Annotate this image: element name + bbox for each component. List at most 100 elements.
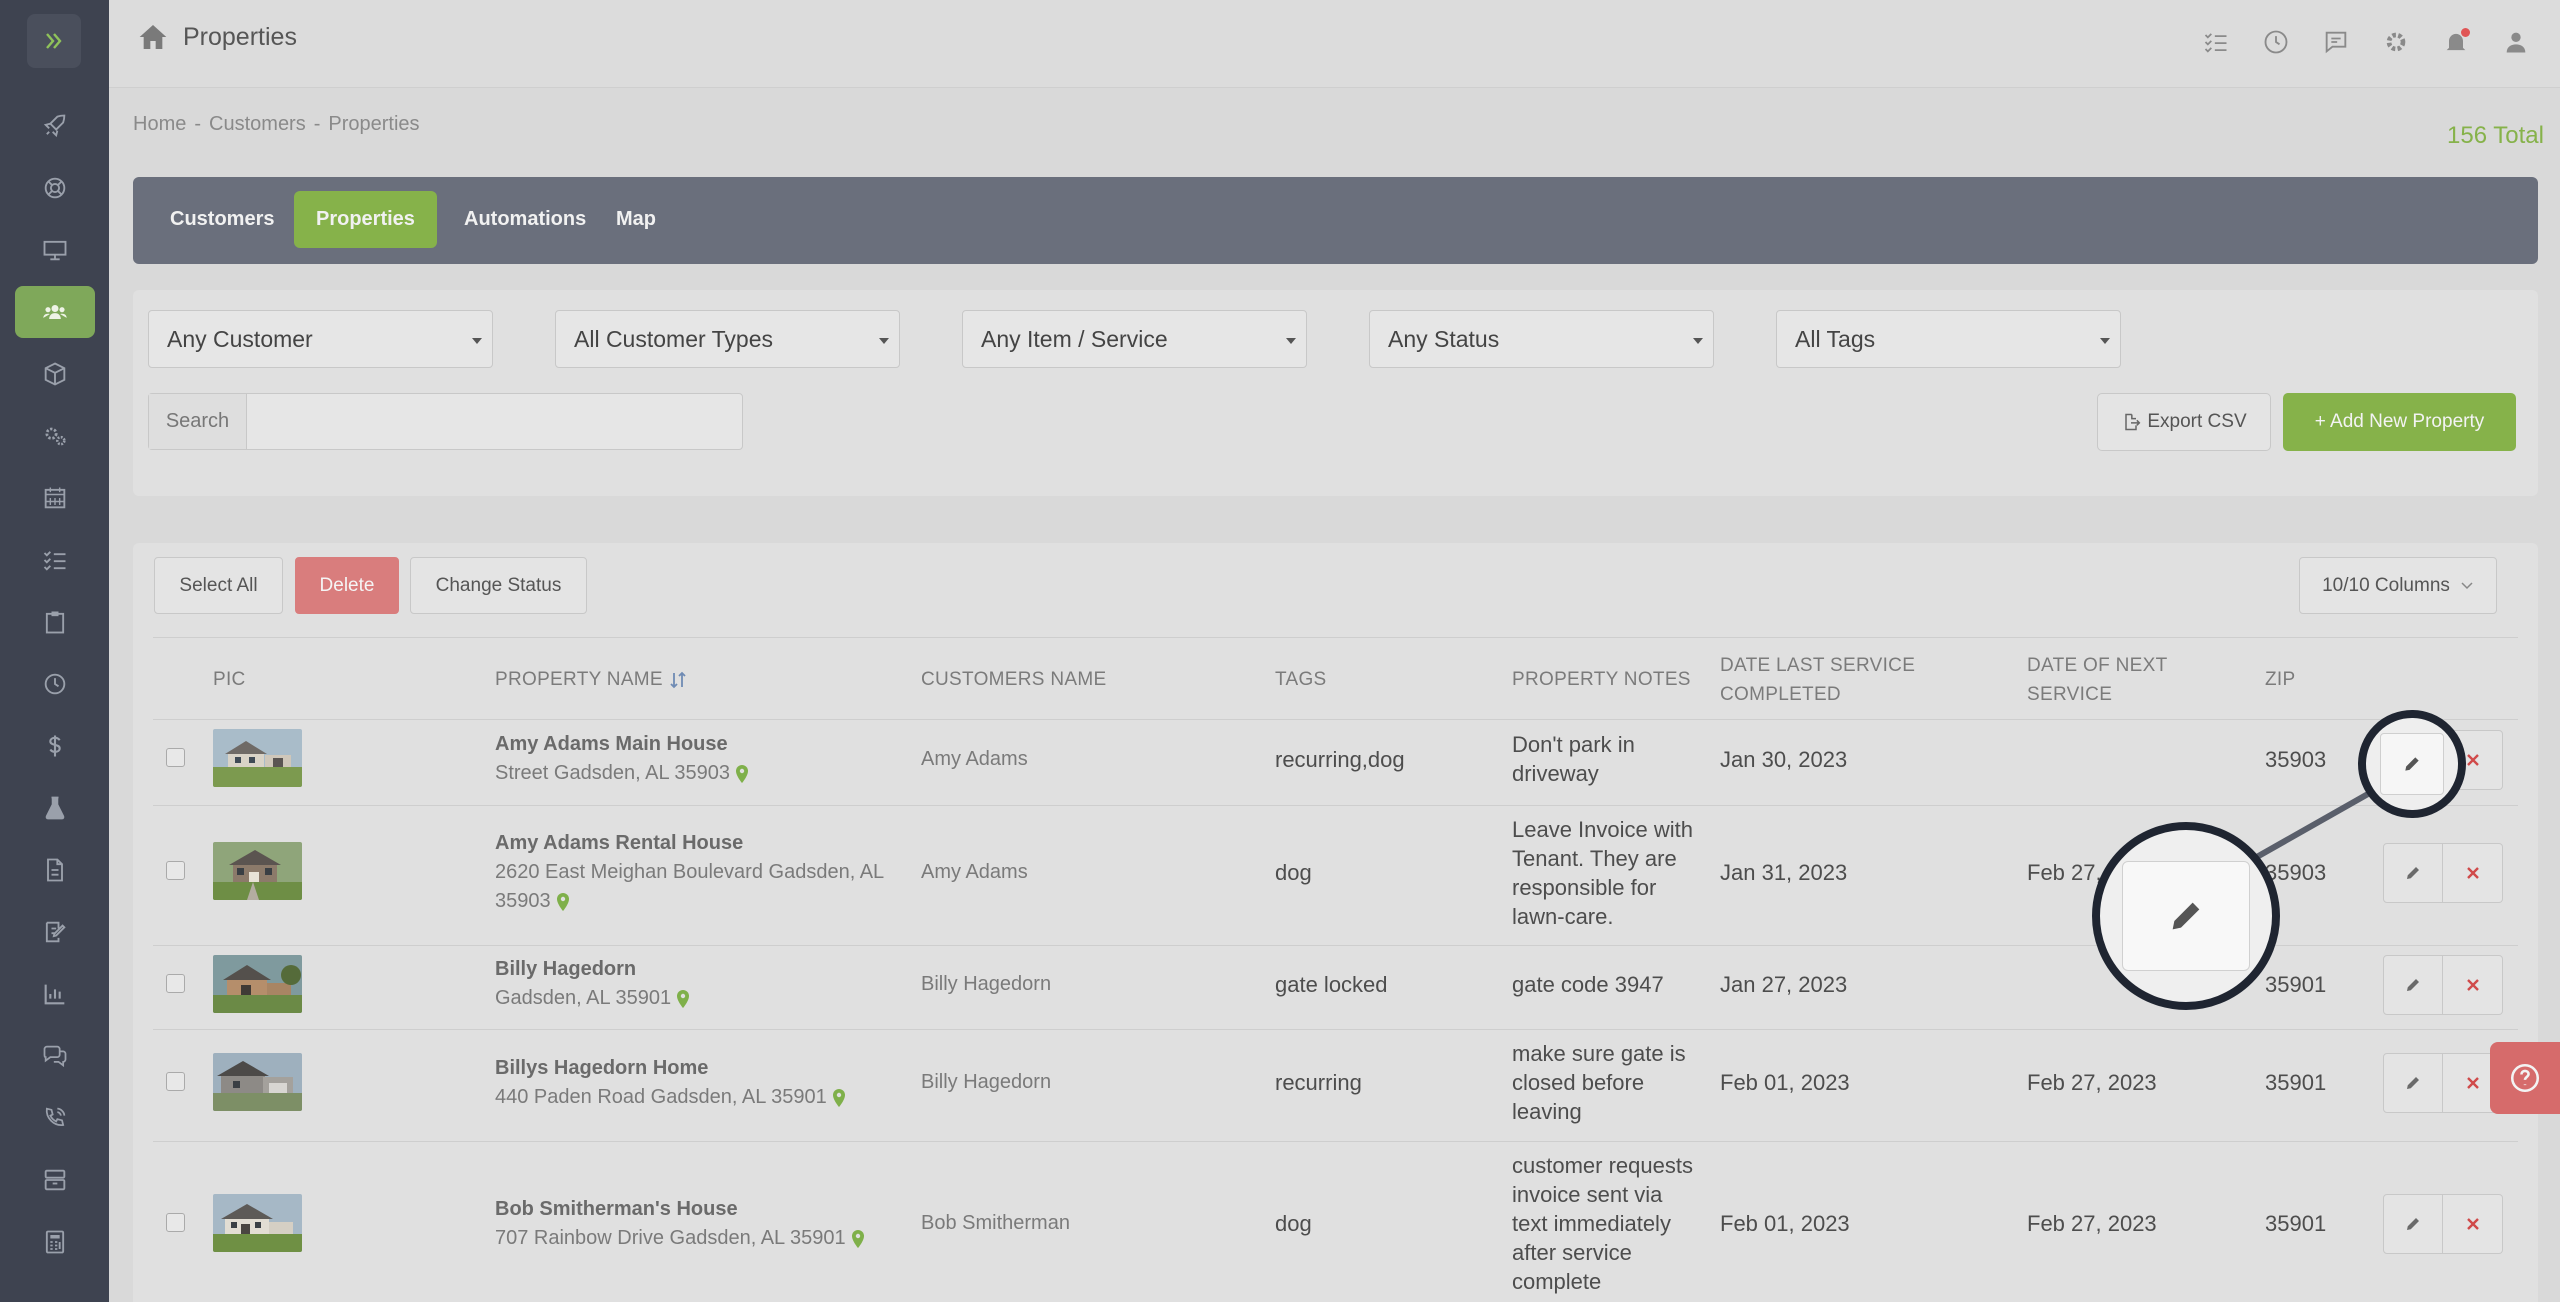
sidebar-item-timesheet[interactable] (15, 658, 95, 710)
map-pin-icon[interactable] (675, 989, 691, 1009)
zoomed-edit-button[interactable] (2380, 733, 2444, 795)
caret-down-icon (1286, 338, 1296, 344)
property-thumbnail[interactable] (213, 1053, 302, 1111)
sidebar-item-settings[interactable] (15, 410, 95, 462)
customer-name[interactable]: Billy Hagedorn (921, 1071, 1052, 1093)
sidebar-item-customers[interactable] (15, 286, 95, 338)
customer-name[interactable]: Amy Adams (921, 748, 1028, 770)
sidebar-toggle-button[interactable] (27, 14, 81, 68)
sidebar-item-estimates[interactable] (15, 1216, 95, 1268)
item-service-filter-select[interactable]: Any Item / Service (962, 310, 1307, 368)
property-thumbnail[interactable] (213, 1194, 302, 1252)
delete-property-button[interactable] (2443, 955, 2503, 1015)
delete-button[interactable]: Delete (295, 557, 399, 614)
customer-filter-select[interactable]: Any Customer (148, 310, 493, 368)
header-property-name[interactable]: PROPERTY NAME (495, 665, 687, 694)
row-checkbox[interactable] (166, 861, 185, 880)
sidebar-item-billing[interactable] (15, 720, 95, 772)
search-label: Search (149, 394, 247, 449)
row-checkbox[interactable] (166, 974, 185, 993)
row-checkbox[interactable] (166, 1072, 185, 1091)
settings-button[interactable] (2382, 28, 2410, 56)
zoom-highlight-edit-button[interactable] (2358, 710, 2466, 818)
history-button[interactable] (2262, 28, 2290, 56)
columns-dropdown[interactable]: 10/10 Columns (2299, 557, 2497, 614)
tab-automations[interactable]: Automations (464, 208, 587, 230)
property-address-text: 440 Paden Road Gadsden, AL 35901 (495, 1086, 827, 1108)
edit-property-button[interactable] (2383, 955, 2443, 1015)
clock-icon (44, 673, 66, 695)
property-thumbnail[interactable] (213, 729, 302, 787)
map-pin-icon[interactable] (850, 1229, 866, 1249)
property-address-text: 35903 (495, 890, 551, 912)
table-divider (153, 805, 2518, 806)
sidebar-item-documents[interactable] (15, 844, 95, 896)
gears-icon (45, 427, 66, 446)
tab-customers[interactable]: Customers (170, 208, 275, 230)
sidebar-item-reports[interactable] (15, 968, 95, 1020)
help-button[interactable] (2490, 1042, 2560, 1114)
sidebar-item-monitor[interactable] (15, 224, 95, 276)
change-status-button[interactable]: Change Status (410, 557, 587, 614)
breadcrumb-customers[interactable]: Customers (209, 113, 306, 135)
pencil-icon (2407, 979, 2419, 991)
row-checkbox[interactable] (166, 1213, 185, 1232)
row-checkbox[interactable] (166, 748, 185, 767)
sidebar-item-tasks[interactable] (15, 534, 95, 586)
edit-property-button[interactable] (2383, 1053, 2443, 1113)
export-csv-button[interactable]: Export CSV (2097, 393, 2271, 451)
messages-button[interactable] (2322, 28, 2350, 56)
property-name[interactable]: Amy Adams Main House (495, 733, 728, 755)
breadcrumb-home[interactable]: Home (133, 113, 187, 135)
date-last-service: Feb 01, 2023 (1720, 1211, 1850, 1236)
delete-property-button[interactable] (2443, 843, 2503, 903)
property-name[interactable]: Billys Hagedorn Home (495, 1057, 709, 1079)
property-thumbnail[interactable] (213, 955, 302, 1013)
caret-down-icon (879, 338, 889, 344)
property-name[interactable]: Bob Smitherman's House (495, 1198, 738, 1220)
sidebar-item-chemicals[interactable] (15, 782, 95, 834)
table-divider (153, 637, 2518, 638)
property-name[interactable]: Amy Adams Rental House (495, 832, 744, 854)
sidebar-item-calendar[interactable] (15, 472, 95, 524)
search-input[interactable] (247, 394, 742, 449)
property-notes: customer requests invoice sent via text … (1512, 1151, 1693, 1296)
sidebar-item-calls[interactable] (15, 1092, 95, 1144)
section-tabs: Customers Properties Automations Map (133, 177, 2538, 264)
sidebar-item-archive[interactable] (15, 1154, 95, 1206)
users-icon (43, 305, 67, 319)
select-all-button[interactable]: Select All (154, 557, 283, 614)
sidebar-item-clipboard[interactable] (15, 596, 95, 648)
tags-filter-select[interactable]: All Tags (1776, 310, 2121, 368)
status-filter-select[interactable]: Any Status (1369, 310, 1714, 368)
sidebar-item-inventory[interactable] (15, 348, 95, 400)
map-pin-icon[interactable] (734, 764, 750, 784)
customer-name[interactable]: Amy Adams (921, 861, 1028, 883)
map-pin-icon[interactable] (831, 1088, 847, 1108)
sidebar-item-dashboard[interactable] (15, 100, 95, 152)
map-pin-icon[interactable] (555, 892, 571, 912)
user-menu-button[interactable] (2502, 28, 2530, 56)
search-group: Search (148, 393, 743, 450)
property-thumbnail[interactable] (213, 842, 302, 900)
table-divider (153, 719, 2518, 720)
clock-icon (2264, 30, 2288, 54)
property-address: 707 Rainbow Drive Gadsden, AL 35901 (495, 1224, 866, 1253)
customer-name[interactable]: Bob Smitherman (921, 1212, 1070, 1234)
edit-property-button[interactable] (2383, 1194, 2443, 1254)
customer-name[interactable]: Billy Hagedorn (921, 973, 1052, 995)
customer-type-filter-select[interactable]: All Customer Types (555, 310, 900, 368)
sidebar-item-support[interactable] (15, 162, 95, 214)
edit-property-button[interactable] (2383, 843, 2443, 903)
tab-properties[interactable]: Properties (294, 191, 437, 248)
delete-property-button[interactable] (2443, 1194, 2503, 1254)
phone-icon (45, 1107, 66, 1126)
notifications-button[interactable] (2442, 28, 2470, 56)
tasks-button[interactable] (2202, 28, 2230, 56)
add-new-property-button[interactable]: + Add New Property (2283, 393, 2516, 451)
tab-map[interactable]: Map (616, 208, 656, 230)
property-name[interactable]: Billy Hagedorn (495, 958, 637, 980)
sidebar-item-messages[interactable] (15, 1030, 95, 1082)
sidebar-item-contracts[interactable] (15, 906, 95, 958)
item-service-filter-value: Any Item / Service (981, 325, 1168, 352)
